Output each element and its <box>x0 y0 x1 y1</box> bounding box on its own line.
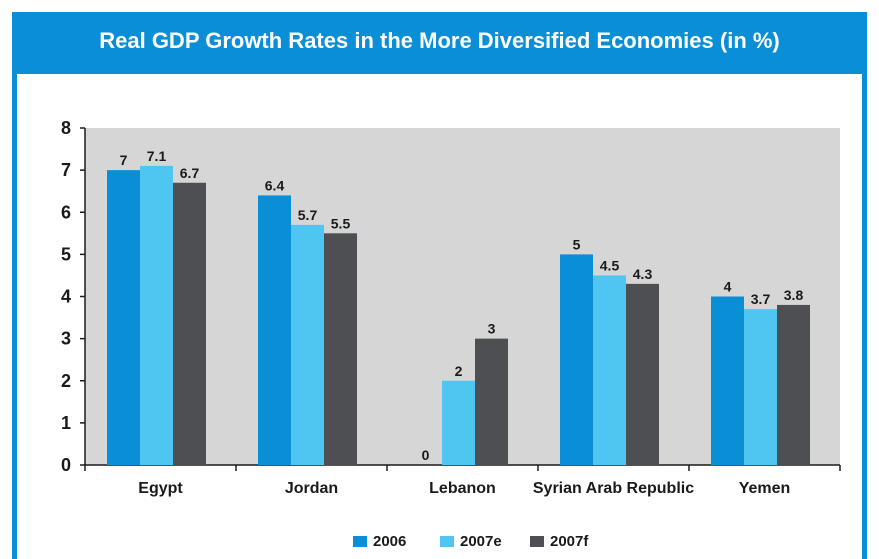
legend-label: 2006 <box>373 533 406 550</box>
data-label: 3 <box>488 321 496 337</box>
data-label: 5.7 <box>298 207 318 223</box>
y-tick-label: 4 <box>61 287 71 307</box>
x-category-label: Jordan <box>285 480 338 497</box>
data-label: 3.8 <box>784 287 804 303</box>
y-tick-label: 0 <box>61 455 71 475</box>
legend-swatch <box>440 536 454 547</box>
x-category-label: Syrian Arab Republic <box>533 480 694 497</box>
y-tick-label: 8 <box>61 118 71 138</box>
data-label: 2 <box>455 363 463 379</box>
bar <box>324 233 357 465</box>
bar <box>626 283 659 465</box>
data-label: 7 <box>120 152 128 168</box>
y-tick-label: 1 <box>61 413 71 433</box>
y-tick-label: 6 <box>61 202 71 222</box>
bar <box>173 182 206 465</box>
bar <box>711 296 744 465</box>
data-label: 4.3 <box>633 266 653 282</box>
bar <box>475 338 508 465</box>
bar <box>442 380 475 465</box>
y-tick-label: 7 <box>61 160 71 180</box>
data-label: 7.1 <box>147 148 167 164</box>
legend-swatch <box>530 536 544 547</box>
data-label: 4 <box>724 279 732 295</box>
bar <box>744 309 777 465</box>
data-label: 4.5 <box>600 257 620 273</box>
x-category-label: Egypt <box>138 480 183 497</box>
x-category-label: Lebanon <box>429 480 496 497</box>
chart-title: Real GDP Growth Rates in the More Divers… <box>99 28 780 53</box>
data-label: 6.7 <box>180 165 200 181</box>
legend-label: 2007f <box>550 533 589 550</box>
bar <box>258 195 291 465</box>
x-category-label: Yemen <box>739 480 791 497</box>
bar <box>140 165 173 465</box>
bar <box>291 224 324 465</box>
legend-label: 2007e <box>460 533 502 550</box>
y-tick-label: 5 <box>61 244 71 264</box>
bar <box>777 304 810 465</box>
legend-swatch <box>353 536 367 547</box>
data-label: 6.4 <box>265 177 285 193</box>
bar <box>593 275 626 465</box>
y-tick-label: 2 <box>61 371 71 391</box>
data-label: 5 <box>573 236 581 252</box>
data-label: 3.7 <box>751 291 771 307</box>
bar <box>560 254 593 465</box>
bar <box>107 170 140 465</box>
y-tick-label: 3 <box>61 329 71 349</box>
data-label: 0 <box>422 447 430 463</box>
data-label: 5.5 <box>331 215 351 231</box>
